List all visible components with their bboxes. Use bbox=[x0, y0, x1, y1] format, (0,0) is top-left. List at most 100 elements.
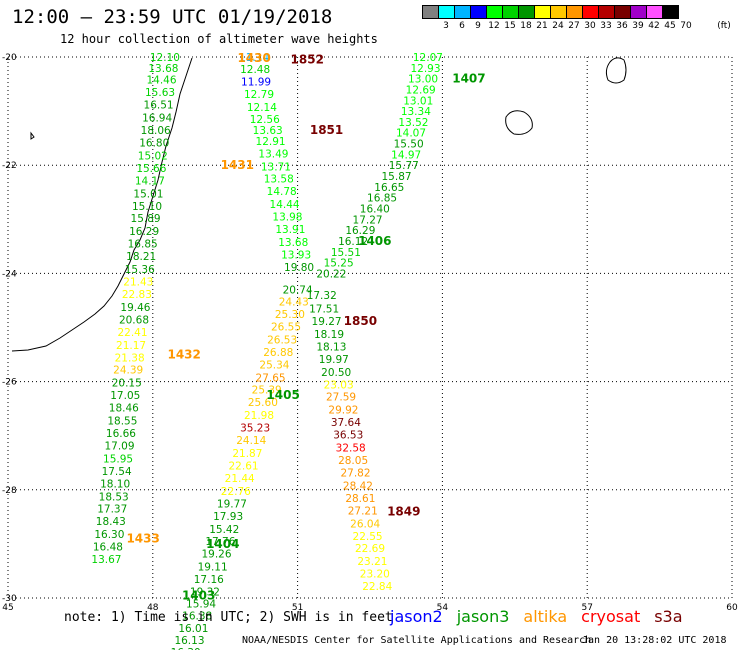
swh-value: 12.79 bbox=[244, 89, 274, 101]
swh-value: 13.93 bbox=[281, 249, 311, 261]
swh-value: 12.56 bbox=[250, 114, 280, 126]
swh-value: 22.61 bbox=[229, 460, 259, 472]
swh-value: 21.38 bbox=[115, 352, 145, 364]
swh-value: 16.94 bbox=[142, 113, 172, 125]
swh-value: 29.92 bbox=[328, 405, 358, 417]
swh-value: 15.63 bbox=[145, 87, 175, 99]
swh-value: 24.14 bbox=[236, 435, 266, 447]
swh-value: 20.22 bbox=[316, 268, 346, 280]
swh-value: 37.64 bbox=[331, 417, 361, 429]
colorbar-label: 39 bbox=[632, 21, 644, 31]
swh-value: 16.80 bbox=[139, 137, 169, 149]
swh-value: 17.32 bbox=[307, 290, 337, 302]
swh-value: 15.77 bbox=[389, 160, 419, 172]
swh-value: 22.41 bbox=[117, 327, 147, 339]
swh-value: 13.58 bbox=[264, 174, 294, 186]
colorbar-swatch bbox=[662, 5, 679, 19]
swh-value: 13.98 bbox=[272, 212, 302, 224]
colorbar-label: 42 bbox=[648, 21, 660, 31]
swh-value: 12.93 bbox=[410, 63, 440, 75]
colorbar-label: 12 bbox=[488, 21, 500, 31]
swh-value: 15.36 bbox=[125, 264, 155, 276]
swh-value: 22.83 bbox=[122, 289, 152, 301]
swh-value: 12.07 bbox=[413, 52, 443, 64]
swh-value: 15.51 bbox=[331, 247, 361, 259]
swh-value: 18.10 bbox=[100, 478, 130, 490]
pass-label: 1406 bbox=[358, 234, 391, 248]
swh-value: 16.38 bbox=[182, 610, 212, 622]
swh-value: 13.71 bbox=[261, 161, 291, 173]
swh-value: 15.01 bbox=[133, 188, 163, 200]
swh-value: 27.65 bbox=[256, 372, 286, 384]
swh-value: 13.34 bbox=[401, 106, 431, 118]
longitude-tick-label: 51 bbox=[292, 603, 303, 613]
swh-value: 21.98 bbox=[244, 410, 274, 422]
swh-value: 20.15 bbox=[112, 378, 142, 390]
swh-value: 17.09 bbox=[104, 440, 134, 452]
axis-labels: 45 48 51 54 57 60 -20 -22 -24 -26 -28 -30 bbox=[2, 53, 738, 613]
colorbar-label: 27 bbox=[568, 21, 580, 31]
footer-credit: NOAA/NESDIS Center for Satellite Applica… bbox=[242, 635, 592, 646]
longitude-tick-label: 60 bbox=[726, 603, 738, 613]
colorbar-label: 3 bbox=[443, 21, 449, 31]
swh-value: 17.93 bbox=[213, 511, 243, 523]
swh-value: 13.68 bbox=[278, 237, 308, 249]
colorbar-label: 9 bbox=[475, 21, 481, 31]
small-island bbox=[30, 131, 35, 140]
latitude-tick-label: -30 bbox=[2, 594, 17, 604]
swh-value: 36.53 bbox=[333, 430, 363, 442]
swh-value: 12.69 bbox=[406, 84, 436, 96]
swh-value: 17.27 bbox=[353, 214, 383, 226]
swh-value: 16.30 bbox=[171, 647, 201, 650]
swh-value: 26.55 bbox=[271, 321, 301, 333]
swh-value: 24.43 bbox=[279, 297, 309, 309]
pass-label: 1852 bbox=[291, 53, 324, 67]
swh-value: 15.94 bbox=[186, 598, 216, 610]
swh-value: 15.87 bbox=[382, 171, 412, 183]
swh-value: 28.42 bbox=[343, 480, 373, 492]
swh-value: 16.12 bbox=[338, 236, 368, 248]
swh-value: 22.69 bbox=[355, 543, 385, 555]
swh-value: 24.39 bbox=[113, 365, 143, 377]
swh-value: 16.51 bbox=[144, 100, 174, 112]
swh-value: 20.68 bbox=[119, 314, 149, 326]
swh-value: 18.46 bbox=[109, 403, 139, 415]
colorbar-label: 15 bbox=[504, 21, 516, 31]
longitude-tick-label: 48 bbox=[147, 603, 159, 613]
satellite-legend-item: jason3 bbox=[456, 607, 510, 626]
swh-value: 19.80 bbox=[284, 262, 314, 274]
colorbar-label: 18 bbox=[520, 21, 532, 31]
madagascar-coastline bbox=[11, 57, 193, 352]
swh-value: 12.91 bbox=[256, 136, 286, 148]
longitude-tick-label: 45 bbox=[2, 603, 13, 613]
swh-value: 18.06 bbox=[141, 125, 171, 137]
mauritius-island bbox=[605, 57, 627, 84]
swh-value: 16.29 bbox=[345, 225, 375, 237]
swh-value: 19.26 bbox=[201, 549, 231, 561]
satellite-legend-item: s3a bbox=[654, 607, 683, 626]
swh-value: 16.40 bbox=[360, 203, 390, 215]
colorbar-label: 45 bbox=[664, 21, 676, 31]
swh-value: 16.30 bbox=[94, 529, 124, 541]
swh-value: 14.78 bbox=[267, 186, 297, 198]
swh-value: 15.50 bbox=[394, 139, 424, 151]
swh-value: 19.77 bbox=[217, 498, 247, 510]
swh-tracks: 12.1013.6814.4615.6316.5116.9418.0616.80… bbox=[91, 52, 443, 650]
chart-subtitle: 12 hour collection of altimeter wave hei… bbox=[60, 32, 378, 46]
swh-value: 13.68 bbox=[148, 63, 178, 75]
latitude-tick-label: -22 bbox=[2, 161, 17, 171]
swh-value: 23.21 bbox=[357, 556, 387, 568]
swh-value: 19.32 bbox=[190, 587, 220, 599]
swh-value: 15.89 bbox=[131, 213, 161, 225]
swh-value: 26.04 bbox=[350, 518, 380, 530]
pass-label: 1432 bbox=[167, 348, 200, 362]
swh-value: 25.30 bbox=[275, 309, 305, 321]
satellite-legend-item: cryosat bbox=[581, 607, 641, 626]
pass-label: 1433 bbox=[126, 531, 159, 545]
swh-value: 16.85 bbox=[367, 193, 397, 205]
swh-value: 15.66 bbox=[136, 163, 166, 175]
latitude-tick-label: -26 bbox=[2, 378, 17, 388]
swh-value: 14.46 bbox=[146, 75, 176, 87]
swh-value: 27.82 bbox=[340, 467, 370, 479]
swh-value: 17.54 bbox=[102, 466, 132, 478]
